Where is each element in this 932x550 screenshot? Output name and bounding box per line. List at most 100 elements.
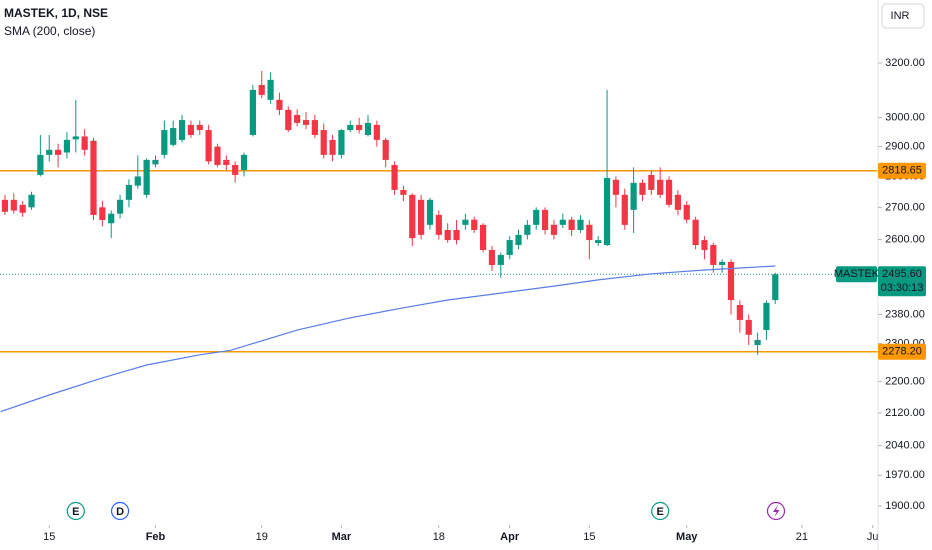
candle-body — [37, 154, 44, 175]
level-tag-label: 2818.65 — [882, 165, 922, 177]
currency-button[interactable] — [881, 3, 925, 29]
chart-title: MASTEK, 1D, NSE — [4, 6, 108, 20]
x-tick-label: 15 — [583, 531, 595, 543]
candle-body — [506, 240, 513, 255]
x-tick-label: 15 — [43, 531, 55, 543]
candle-body — [249, 89, 256, 135]
candle-body — [710, 244, 717, 265]
candle-body — [719, 261, 726, 265]
candle-body — [559, 219, 566, 225]
y-tick-label: 2700.00 — [885, 201, 925, 213]
candle-body — [409, 194, 416, 239]
candle-body — [418, 199, 425, 235]
candle-body — [462, 219, 469, 225]
candle-body — [648, 174, 655, 190]
candle-body — [550, 224, 558, 235]
candle-body — [621, 194, 628, 225]
y-tick-label: 2040.00 — [885, 439, 925, 451]
level-tag — [878, 343, 926, 360]
candle-body — [294, 114, 301, 123]
candle-body — [108, 213, 115, 224]
countdown-label: 03:30:13 — [881, 282, 924, 294]
candle-body — [347, 124, 354, 131]
x-tick-label: Mar — [332, 531, 352, 543]
candle-body — [364, 122, 372, 135]
candle-body — [497, 254, 504, 265]
candle-body — [674, 194, 681, 210]
event-icon — [766, 501, 786, 521]
candle-body — [329, 139, 336, 155]
candle-body — [134, 176, 141, 186]
candle-body — [603, 177, 611, 245]
candle-body — [683, 204, 690, 220]
candle-body — [338, 130, 345, 155]
candle-body — [258, 85, 265, 95]
legend-entry: SMA (200, close) — [4, 24, 95, 38]
price-tag-label: 2495.60 — [882, 268, 922, 280]
candle-body — [311, 120, 318, 135]
candle-body — [276, 99, 283, 110]
y-tick-label: 2380.00 — [885, 308, 925, 320]
candle-body — [515, 234, 522, 245]
candle-body — [657, 179, 664, 195]
candle-body — [382, 139, 389, 160]
y-tick-label: 2200.00 — [885, 375, 925, 387]
candle-body — [46, 149, 53, 155]
event-label: E — [657, 506, 664, 518]
candle-body — [763, 302, 770, 331]
candle-body — [727, 261, 735, 301]
candle-body — [471, 219, 478, 230]
y-tick-label: 2600.00 — [885, 233, 925, 245]
currency-label[interactable]: INR — [891, 10, 910, 22]
candle-body — [187, 124, 194, 135]
candle-body — [524, 224, 531, 235]
x-tick-label: Feb — [146, 531, 166, 543]
price-axis: 3200.003000.002900.002800.002700.002600.… — [834, 0, 926, 550]
event-label: E — [72, 506, 79, 518]
candle-body — [745, 319, 752, 335]
candle-body — [152, 159, 159, 165]
x-tick-label: Ju — [867, 531, 879, 543]
candle-body — [444, 229, 451, 241]
candle-body — [63, 139, 71, 153]
sma-line — [0, 265, 776, 413]
candle-body — [90, 140, 97, 215]
candle-body — [302, 120, 310, 125]
event-circle — [110, 501, 130, 521]
candle-body — [223, 159, 230, 165]
event-label: D — [116, 506, 124, 518]
candle-body — [214, 146, 221, 165]
x-tick-label: 19 — [256, 531, 268, 543]
candle-body — [435, 214, 442, 235]
candle-body — [10, 199, 17, 211]
candle-body — [701, 240, 708, 250]
candle-body — [285, 109, 292, 131]
x-tick-label: Apr — [500, 531, 520, 543]
y-tick-label: 1970.00 — [885, 469, 925, 481]
y-tick-label: 3200.00 — [885, 57, 925, 69]
candle-body — [196, 124, 203, 131]
event-circle — [651, 501, 670, 521]
candle-body — [170, 128, 177, 145]
candle-body — [577, 219, 584, 230]
candle-body — [205, 130, 212, 162]
plot-area: 15 Feb 19 Mar 18 Apr 15 May 21 Ju E D E — [0, 70, 879, 543]
y-tick-label: 1900.00 — [885, 500, 925, 512]
candle-body — [692, 219, 699, 245]
candle-body — [630, 182, 637, 210]
candle-body — [586, 224, 593, 241]
candle-body — [81, 136, 88, 150]
candle-body — [232, 164, 239, 175]
candle-body — [28, 194, 35, 208]
candle-body — [665, 179, 673, 205]
candle-body — [400, 189, 407, 195]
x-tick-label: 21 — [796, 531, 808, 543]
candle-body — [453, 229, 460, 241]
candle-body — [161, 130, 168, 155]
candle-body — [116, 199, 124, 214]
level-tag — [878, 162, 926, 179]
candle-body — [595, 240, 602, 244]
symbol-tag — [836, 266, 877, 283]
